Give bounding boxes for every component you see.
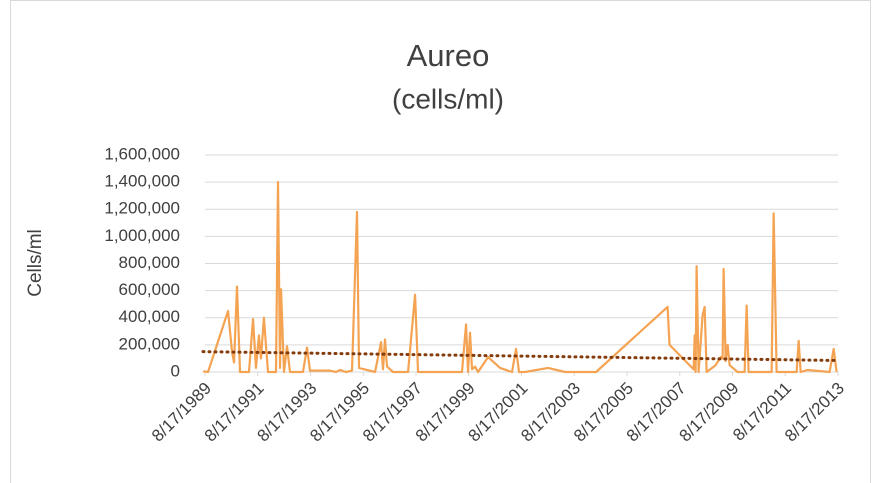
y-tick-label: 600,000 (119, 280, 180, 299)
y-axis-label: Cells/ml (25, 229, 46, 297)
chart-title: Aureo (407, 38, 490, 73)
y-tick-label: 1,600,000 (104, 144, 180, 163)
y-tick-label: 0 (171, 361, 180, 380)
y-tick-label: 400,000 (119, 307, 180, 326)
y-tick-label: 200,000 (119, 334, 180, 353)
chart-border (10, 0, 871, 483)
trendline (201, 350, 839, 362)
y-tick-label: 1,200,000 (104, 199, 180, 218)
y-tick-label: 800,000 (119, 253, 180, 272)
y-tick-label: 1,400,000 (104, 172, 180, 191)
y-tick-label: 1,000,000 (104, 226, 180, 245)
chart-subtitle: (cells/ml) (392, 83, 504, 114)
data-line (202, 181, 838, 374)
